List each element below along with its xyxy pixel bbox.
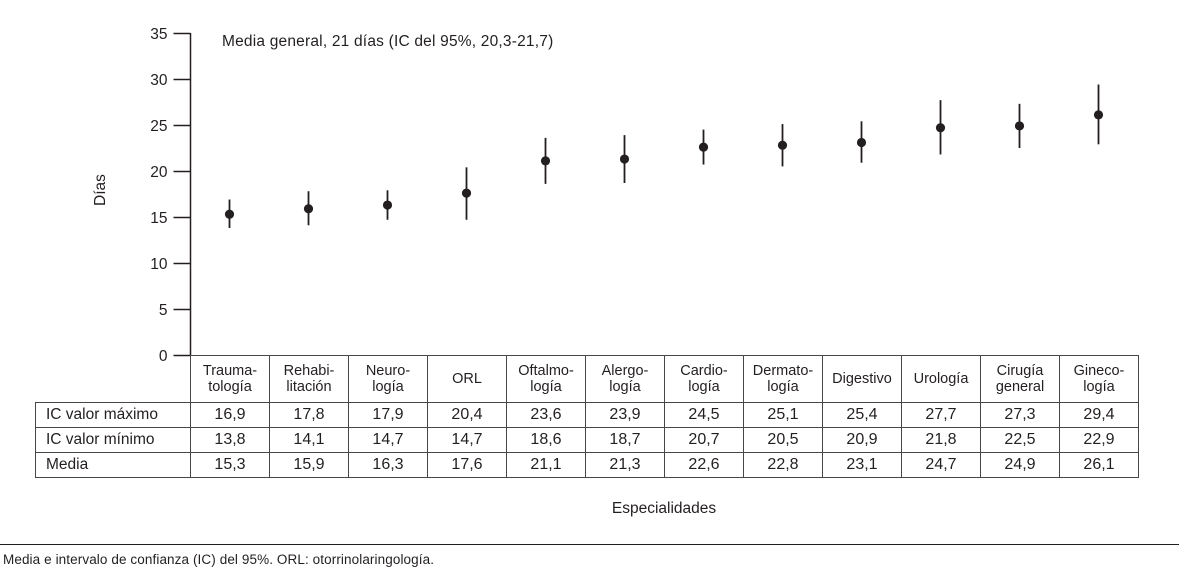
value-cell: 25,1 xyxy=(743,402,823,428)
value-cell: 16,3 xyxy=(348,452,428,478)
value-cell: 14,7 xyxy=(427,427,507,453)
header-cell-oftalmolog-a: Oftalmo-logía xyxy=(506,355,586,403)
header-cell-cirug-a-general: Cirugía general xyxy=(980,355,1060,403)
value-cell: 27,7 xyxy=(901,402,981,428)
mean-dot xyxy=(303,204,314,214)
value-cell: 23,9 xyxy=(585,402,665,428)
value-cell: 17,8 xyxy=(269,402,349,428)
y-tick-label: 10 xyxy=(150,256,168,273)
value-cell: 13,8 xyxy=(190,427,270,453)
header-cell-traumatolog-a: Trauma-tología xyxy=(190,355,270,403)
row-label: IC valor mínimo xyxy=(35,427,191,453)
value-cell: 22,9 xyxy=(1059,427,1139,453)
value-cell: 18,6 xyxy=(506,427,586,453)
value-cell: 25,4 xyxy=(822,402,902,428)
mean-dot xyxy=(461,188,472,198)
value-cell: 20,4 xyxy=(427,402,507,428)
table-header-row: Trauma-tología Rehabi-litación Neuro-logía… xyxy=(36,355,1139,403)
mean-dot xyxy=(224,209,235,219)
value-cell: 26,1 xyxy=(1059,452,1139,478)
mean-dot xyxy=(1014,121,1025,131)
mean-dot xyxy=(619,154,630,164)
value-cell: 24,7 xyxy=(901,452,981,478)
header-cell-dermatolog-a: Dermato-logía xyxy=(743,355,823,403)
value-cell: 15,3 xyxy=(190,452,270,478)
mean-dot xyxy=(540,156,551,166)
mean-dot xyxy=(698,142,709,152)
table-row: Media 15,3 15,9 16,3 17,6 21,1 21,3 22,6 22,8 23,… xyxy=(35,452,1139,478)
value-cell: 14,1 xyxy=(269,427,349,453)
header-cell-ginecolog-a: Gineco-logía xyxy=(1059,355,1139,403)
value-cell: 17,6 xyxy=(427,452,507,478)
value-cell: 14,7 xyxy=(348,427,428,453)
row-label: IC valor máximo xyxy=(35,402,191,428)
value-cell: 22,8 xyxy=(743,452,823,478)
footnote-text: Media e intervalo de confianza (IC) del … xyxy=(3,552,435,567)
value-cell: 21,3 xyxy=(585,452,665,478)
y-tick-label: 30 xyxy=(150,72,168,89)
chart-annotation: Media general, 21 días (IC del 95%, 20,3… xyxy=(222,33,554,50)
value-cell: 17,9 xyxy=(348,402,428,428)
header-cell-rehabilitaci-n: Rehabi-litación xyxy=(269,355,349,403)
value-cell: 23,1 xyxy=(822,452,902,478)
value-cell: 24,9 xyxy=(980,452,1060,478)
table-header: Trauma-tología Rehabi-litación Neuro-logía… xyxy=(36,355,1139,403)
x-axis-title: Especialidades xyxy=(611,500,717,517)
header-cell-orl: ORL xyxy=(427,355,507,403)
value-cell: 27,3 xyxy=(980,402,1060,428)
y-axis-title: Días xyxy=(92,174,109,206)
header-cell-alergolog-a: Alergo-logía xyxy=(585,355,665,403)
value-cell: 18,7 xyxy=(585,427,665,453)
value-cell: 21,1 xyxy=(506,452,586,478)
header-cell-digestivo: Digestivo xyxy=(822,355,902,403)
mean-dot xyxy=(935,123,946,133)
table-row: IC valor máximo 16,9 17,8 17,9 20,4 23,6 23,9 2… xyxy=(35,402,1139,428)
value-cell: 15,9 xyxy=(269,452,349,478)
value-cell: 21,8 xyxy=(901,427,981,453)
mean-dot xyxy=(1093,110,1104,120)
header-blank-cell xyxy=(36,356,191,403)
row-label: Media xyxy=(35,452,191,478)
y-tick-label: 35 xyxy=(150,26,167,43)
value-cell: 20,7 xyxy=(664,427,744,453)
header-cell-neurolog-a: Neuro-logía xyxy=(348,355,428,403)
mean-dot xyxy=(777,140,788,150)
value-cell: 29,4 xyxy=(1059,402,1139,428)
y-tick-label: 20 xyxy=(150,164,168,181)
value-cell: 24,5 xyxy=(664,402,744,428)
header-cell-urolog-a: Urología xyxy=(901,355,981,403)
mean-dot xyxy=(382,200,393,210)
y-tick-label: 5 xyxy=(159,302,168,319)
value-cell: 22,6 xyxy=(664,452,744,478)
value-cell: 22,5 xyxy=(980,427,1060,453)
table-body: IC valor máximo 16,9 17,8 17,9 20,4 23,6 23,9 2… xyxy=(35,402,1139,478)
y-tick-label: 15 xyxy=(150,210,167,227)
value-cell: 16,9 xyxy=(190,402,270,428)
header-cell-cardiolog-a: Cardio-logía xyxy=(664,355,744,403)
value-cell: 20,9 xyxy=(822,427,902,453)
footer-rule xyxy=(0,544,1179,545)
data-table: Trauma-tología Rehabi-litación Neuro-logía… xyxy=(35,355,1139,478)
y-tick-label: 25 xyxy=(150,118,167,135)
mean-dot xyxy=(856,137,867,148)
table-row: IC valor mínimo 13,8 14,1 14,7 14,7 18,6 18,7 2… xyxy=(35,427,1139,453)
y-tick-label: 0 xyxy=(159,348,168,365)
value-cell: 20,5 xyxy=(743,427,823,453)
value-cell: 23,6 xyxy=(506,402,586,428)
